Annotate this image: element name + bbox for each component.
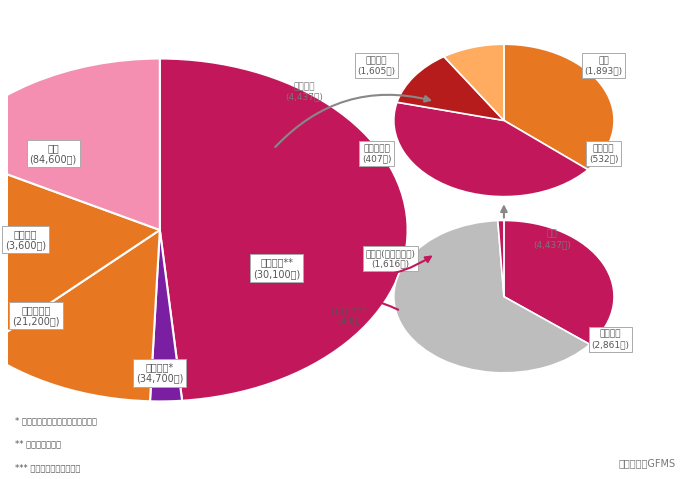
Text: 官方储备**
(30,100吨): 官方储备** (30,100吨) — [253, 257, 300, 279]
Wedge shape — [498, 220, 504, 297]
Text: 矿山产量
(2,861吨): 矿山产量 (2,861吨) — [592, 330, 630, 349]
Text: 珠宝
(1,893吨): 珠宝 (1,893吨) — [585, 56, 623, 75]
Wedge shape — [504, 220, 614, 344]
Text: 未记录的
(3,600吨): 未记录的 (3,600吨) — [5, 228, 46, 251]
Text: 私人投资
(1,605吨): 私人投资 (1,605吨) — [357, 56, 396, 75]
Text: 再生金(大部分珠宝)
(1,616吨): 再生金(大部分珠宝) (1,616吨) — [365, 249, 415, 268]
Text: 借贷变化***
(40吨): 借贷变化*** (40吨) — [332, 306, 366, 325]
Text: 加入存量
(4,437吨): 加入存量 (4,437吨) — [285, 82, 323, 102]
Text: ** 不包括黄金借贷: ** 不包括黄金借贷 — [15, 440, 61, 449]
Text: 转化
(4,437吨): 转化 (4,437吨) — [533, 230, 571, 249]
Text: * 包括金条投资，隐含净投资和金币: * 包括金条投资，隐含净投资和金币 — [15, 416, 97, 425]
Text: *** 包括从私人和官方借贷: *** 包括从私人和官方借贷 — [15, 464, 81, 473]
Text: 其他制造业
(21,200吨): 其他制造业 (21,200吨) — [12, 305, 60, 327]
Text: 私人投资*
(34,700吨): 私人投资* (34,700吨) — [136, 362, 184, 384]
Wedge shape — [397, 57, 504, 120]
Wedge shape — [394, 220, 590, 373]
Wedge shape — [394, 102, 588, 197]
Wedge shape — [504, 44, 614, 170]
Text: 其他制造业
(407吨): 其他制造业 (407吨) — [362, 144, 392, 163]
Wedge shape — [444, 44, 504, 120]
Text: 数据来源：GFMS: 数据来源：GFMS — [619, 458, 676, 468]
Wedge shape — [150, 230, 182, 401]
Text: 官方购金
(532吨): 官方购金 (532吨) — [589, 144, 618, 163]
Wedge shape — [0, 150, 160, 349]
Wedge shape — [160, 58, 408, 401]
Text: 珠宝
(84,600吨): 珠宝 (84,600吨) — [29, 143, 77, 165]
Wedge shape — [0, 230, 160, 401]
Wedge shape — [0, 58, 160, 230]
